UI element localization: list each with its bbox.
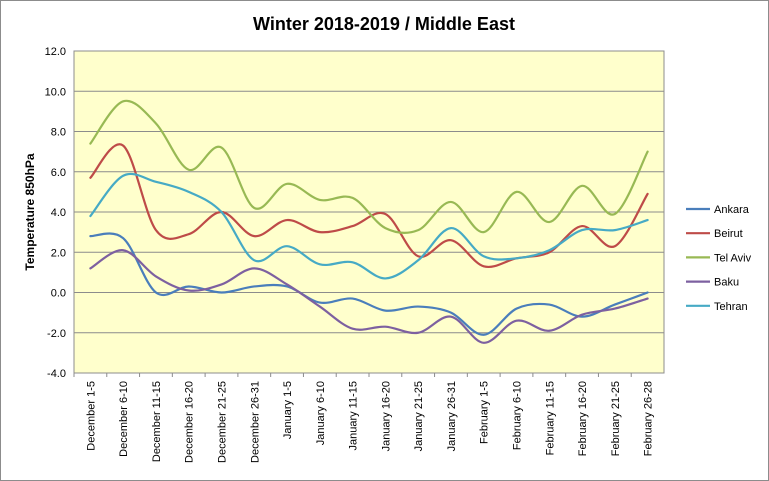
y-tick-label: 6.0	[51, 167, 66, 179]
y-axis-label: Temperature 850hPa	[23, 153, 37, 270]
x-tick-label: January 1-5	[282, 381, 294, 439]
legend-label: Tehran	[714, 301, 748, 313]
y-tick-label: 4.0	[51, 207, 66, 219]
y-tick-label: 2.0	[51, 247, 66, 259]
x-tick-label: February 1-5	[479, 381, 491, 444]
x-tick-label: January 11-15	[348, 381, 360, 451]
series-line-baku	[89, 249, 649, 344]
x-tick-label: December 21-25	[217, 381, 229, 463]
y-axis-ticks: -4.0 -2.0 0.0 2.0 4.0 6.0 8.0 10.0 12.0	[45, 46, 66, 380]
x-tick-label: February 21-25	[610, 381, 622, 456]
y-tick-label: 12.0	[45, 46, 66, 58]
legend-label: Tel Aviv	[714, 252, 752, 264]
series-line-ankara	[89, 232, 649, 336]
x-tick-label: January 21-25	[413, 381, 425, 451]
y-tick-label: -4.0	[47, 368, 66, 380]
series-lines	[89, 99, 649, 344]
chart-title: Winter 2018-2019 / Middle East	[253, 14, 515, 34]
x-axis-ticks: December 1-5 December 6-10 December 11-15 D…	[73, 373, 655, 463]
x-tick-label: February 11-15	[544, 381, 556, 455]
x-tick-label: December 6-10	[118, 381, 130, 457]
series-line-tehran	[89, 172, 649, 280]
series-line-beirut	[89, 143, 649, 269]
x-tick-label: February 6-10	[512, 381, 524, 450]
legend-label: Ankara	[714, 204, 750, 216]
y-tick-label: 0.0	[51, 288, 66, 300]
x-tick-label: January 6-10	[315, 381, 327, 445]
x-tick-label: January 26-31	[446, 381, 458, 451]
legend-label: Baku	[714, 277, 739, 289]
x-tick-label: February 16-20	[577, 381, 589, 456]
legend: Ankara Beirut Tel Aviv Baku Tehran	[686, 204, 752, 313]
y-tick-label: 10.0	[45, 86, 66, 98]
x-tick-label: February 26-28	[643, 381, 655, 456]
x-tick-label: January 16-20	[380, 381, 392, 451]
y-tick-label: -2.0	[47, 328, 66, 340]
y-tick-label: 8.0	[51, 127, 66, 139]
x-tick-label: December 16-20	[184, 381, 196, 463]
series-line-tel-aviv	[89, 99, 649, 234]
x-tick-label: December 26-31	[249, 381, 261, 463]
x-tick-label: December 1-5	[85, 381, 97, 451]
x-tick-label: December 11-15	[151, 381, 163, 462]
legend-label: Beirut	[714, 228, 743, 240]
